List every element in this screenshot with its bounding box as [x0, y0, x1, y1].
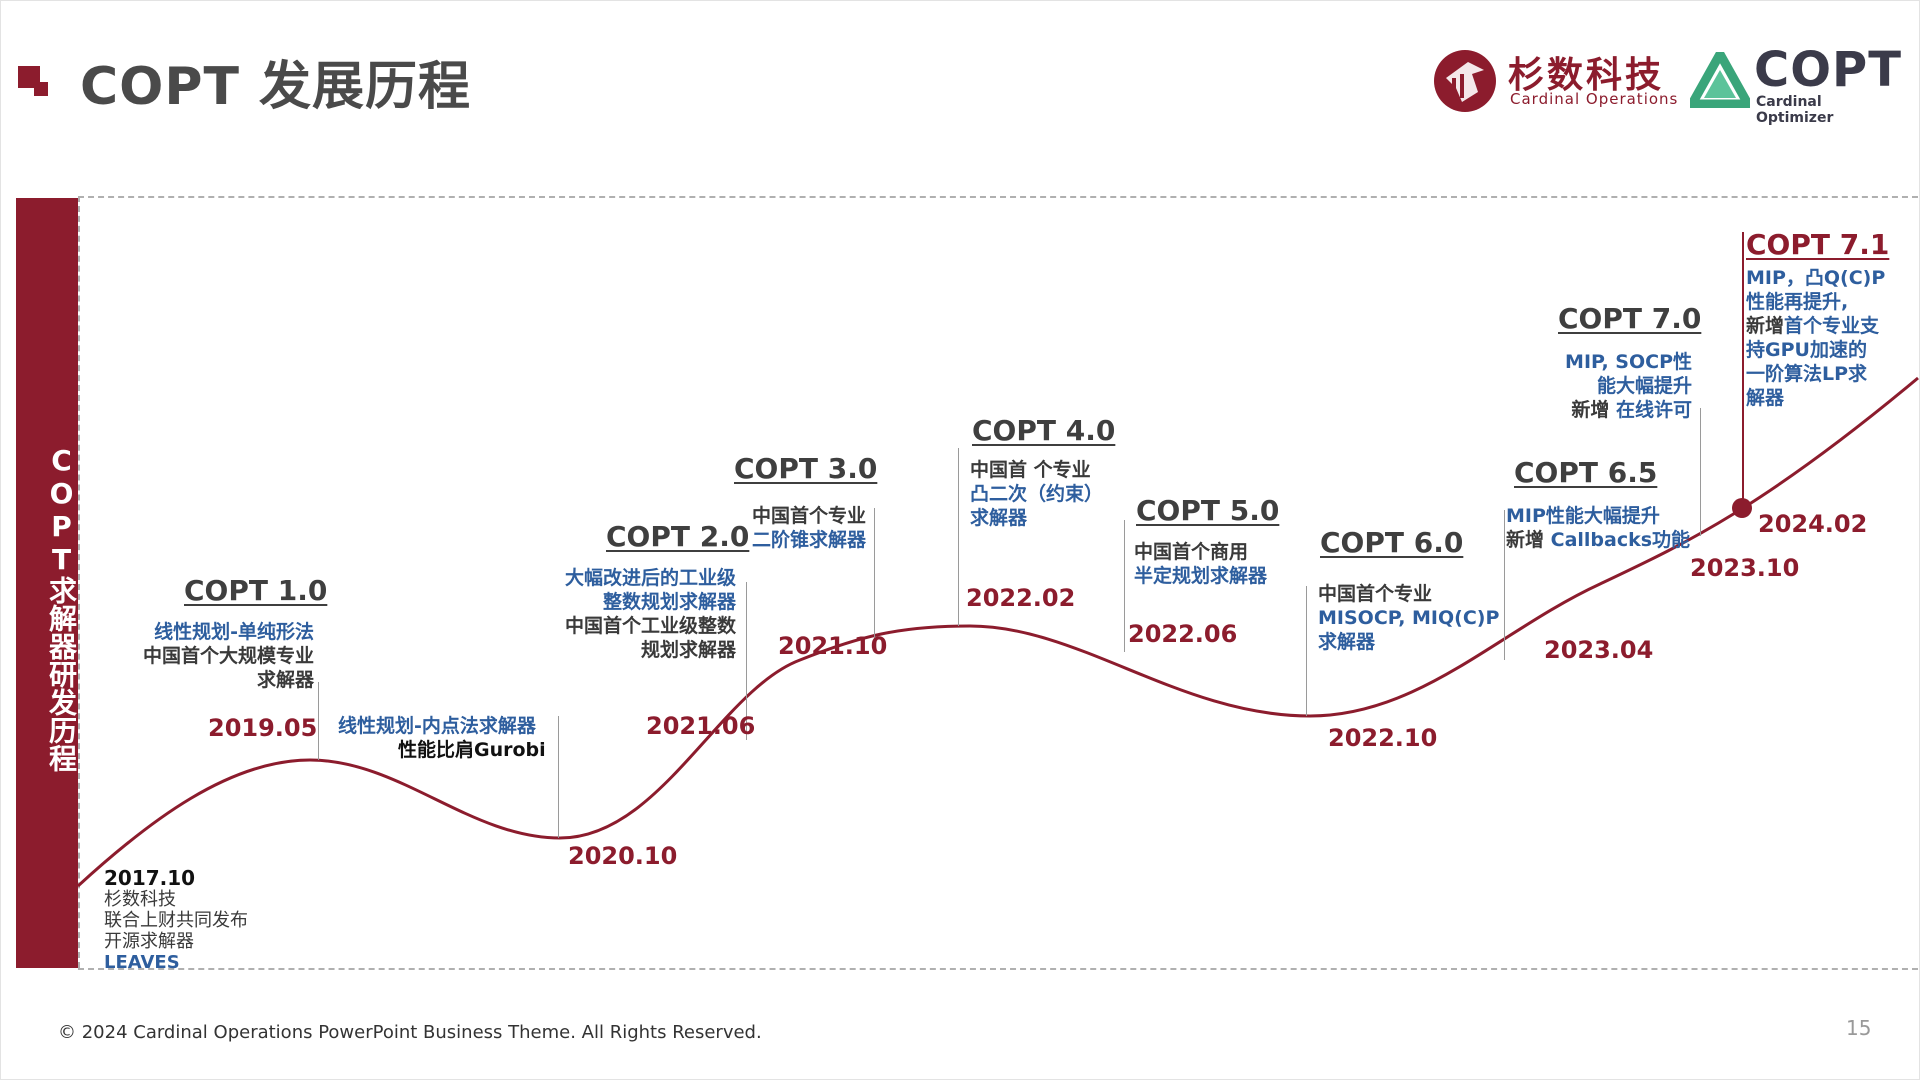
product-name: COPT [1754, 42, 1902, 98]
milestone-line: 开源求解器 [104, 931, 194, 952]
milestone-v65: MIP性能大幅提升 新增 Callbacks功能 [1506, 504, 1690, 552]
milestone-line: 线性规划-内点法求解器 [338, 715, 536, 737]
milestone-line: 新增 [1746, 315, 1785, 337]
milestone-line: 求解器 [1318, 631, 1376, 653]
milestone-line: 解器 [1746, 387, 1785, 409]
milestone-v6: 中国首个专业 MISOCP, MIQ(C)P 求解器 [1318, 582, 1499, 654]
milestone-line: 首个专业支 [1784, 315, 1880, 337]
pointer-line [318, 682, 319, 760]
timeline-border-top [78, 196, 1918, 198]
version-title: COPT 6.0 [1320, 526, 1464, 559]
milestone-line: MIP, SOCP性 [1565, 351, 1692, 373]
milestone-line: Callbacks功能 [1550, 529, 1691, 551]
copt-triangle-icon [1690, 52, 1750, 108]
pointer-line [1306, 586, 1307, 716]
milestone-line: 在线许可 [1615, 399, 1692, 421]
milestone-line: 性能比肩Gurobi [398, 739, 546, 761]
milestone-line: 中国首 个专业 [970, 459, 1091, 481]
cardinal-bird-icon [1434, 50, 1496, 112]
milestone-line: 中国首个工业级整数 [564, 615, 736, 637]
milestone-line: 半定规划求解器 [1134, 565, 1268, 587]
milestone-line: 联合上财共同发布 [104, 910, 248, 931]
milestone-date: 2022.02 [966, 584, 1076, 612]
milestone-v1-interior: 线性规划-内点法求解器 性能比肩Gurobi [338, 714, 546, 762]
milestone-line: 能大幅提升 [1596, 375, 1692, 397]
page-number: 15 [1846, 1016, 1872, 1040]
milestone-line: 性能再提升, [1746, 291, 1849, 313]
milestone-line: MISOCP, MIQ(C)P [1318, 607, 1500, 629]
milestone-2017: 2017.10 杉数科技 联合上财共同发布 开源求解器 LEAVES [104, 866, 248, 974]
pointer-line [958, 448, 959, 626]
milestone-date: 2021.06 [646, 712, 756, 740]
milestone-date: 2020.10 [568, 842, 678, 870]
version-title: COPT 1.0 [184, 574, 328, 607]
pointer-line [558, 716, 559, 838]
pointer-line [1700, 408, 1701, 536]
milestone-line: 持GPU加速的 [1746, 339, 1867, 361]
milestone-v2: 大幅改进后的工业级 整数规划求解器 中国首个工业级整数 规划求解器 [512, 566, 736, 662]
milestone-line: 求解器 [970, 507, 1028, 529]
milestone-v4: 中国首 个专业 凸二次（约束） 求解器 [970, 458, 1103, 530]
milestone-date: 2021.10 [778, 632, 888, 660]
copt-logo: COPT Cardinal Optimizer [1690, 42, 1902, 126]
version-title-current: COPT 7.1 [1746, 228, 1890, 261]
footer-copyright: © 2024 Cardinal Operations PowerPoint Bu… [58, 1022, 762, 1043]
milestone-line: 中国首个大规模专业 [142, 645, 314, 667]
sidebar-label-bar: COPT求解器研发历程 [16, 198, 78, 968]
title-bullet-icon-small [34, 82, 48, 96]
milestone-line: 二阶锥求解器 [752, 529, 867, 551]
milestone-line: MIP性能大幅提升 [1506, 505, 1660, 527]
milestone-line: 整数规划求解器 [602, 591, 736, 613]
page-title: COPT 发展历程 [80, 57, 472, 117]
product-subtitle: Cardinal Optimizer [1756, 94, 1834, 126]
milestone-line: 新增 [1506, 529, 1551, 551]
milestone-date: 2023.10 [1690, 554, 1800, 582]
milestone-line: MIP，凸Q(C)P [1746, 267, 1886, 289]
milestone-v5: 中国首个商用 半定规划求解器 [1134, 540, 1267, 588]
milestone-date: 2022.06 [1128, 620, 1238, 648]
milestone-v1: 线性规划-单纯形法 中国首个大规模专业 求解器 [94, 620, 314, 692]
milestone-v3: 中国首个专业 二阶锥求解器 [752, 504, 866, 552]
sidebar-label: COPT求解器研发历程 [45, 444, 78, 772]
milestone-date: 2024.02 [1758, 510, 1868, 538]
version-title: COPT 4.0 [972, 414, 1116, 447]
milestone-date: 2019.05 [208, 714, 318, 742]
milestone-line: 中国首个专业 [752, 505, 867, 527]
milestone-date: 2022.10 [1328, 724, 1438, 752]
milestone-v7: MIP, SOCP性 能大幅提升 新增 在线许可 [1510, 350, 1692, 422]
version-title: COPT 2.0 [606, 520, 750, 553]
cardinal-operations-logo: 杉数科技 Cardinal Operations [1432, 44, 1692, 116]
pointer-line [746, 582, 747, 740]
company-subtitle: Cardinal Operations [1510, 90, 1679, 108]
company-name: 杉数科技 [1508, 55, 1665, 96]
milestone-date: 2023.04 [1544, 636, 1654, 664]
current-marker-icon [1732, 498, 1752, 518]
milestone-line: 中国首个商用 [1134, 541, 1249, 563]
version-title: COPT 3.0 [734, 452, 878, 485]
timeline-border-left [78, 196, 80, 968]
milestone-line: 中国首个专业 [1318, 583, 1433, 605]
version-title: COPT 5.0 [1136, 494, 1280, 527]
milestone-v71: MIP，凸Q(C)P 性能再提升, 新增首个专业支 持GPU加速的 一阶算法LP… [1746, 266, 1885, 410]
milestone-line: 凸二次（约束） [970, 483, 1104, 505]
timeline-border-bottom [78, 968, 1918, 970]
pointer-line [1124, 520, 1125, 652]
milestone-line: LEAVES [104, 952, 180, 973]
version-title: COPT 6.5 [1514, 456, 1658, 489]
milestone-line: 线性规划-单纯形法 [154, 621, 314, 643]
milestone-line: 一阶算法LP求 [1746, 363, 1868, 385]
pointer-line [1504, 510, 1505, 660]
milestone-line: 杉数科技 [104, 889, 176, 910]
pointer-line [874, 508, 875, 640]
milestone-line: 规划求解器 [640, 639, 736, 661]
milestone-line: 大幅改进后的工业级 [564, 567, 736, 589]
milestone-date: 2017.10 [104, 866, 196, 890]
milestone-line: 求解器 [256, 669, 314, 691]
pointer-line-current [1742, 232, 1744, 508]
version-title: COPT 7.0 [1558, 302, 1702, 335]
milestone-line: 新增 [1571, 399, 1616, 421]
